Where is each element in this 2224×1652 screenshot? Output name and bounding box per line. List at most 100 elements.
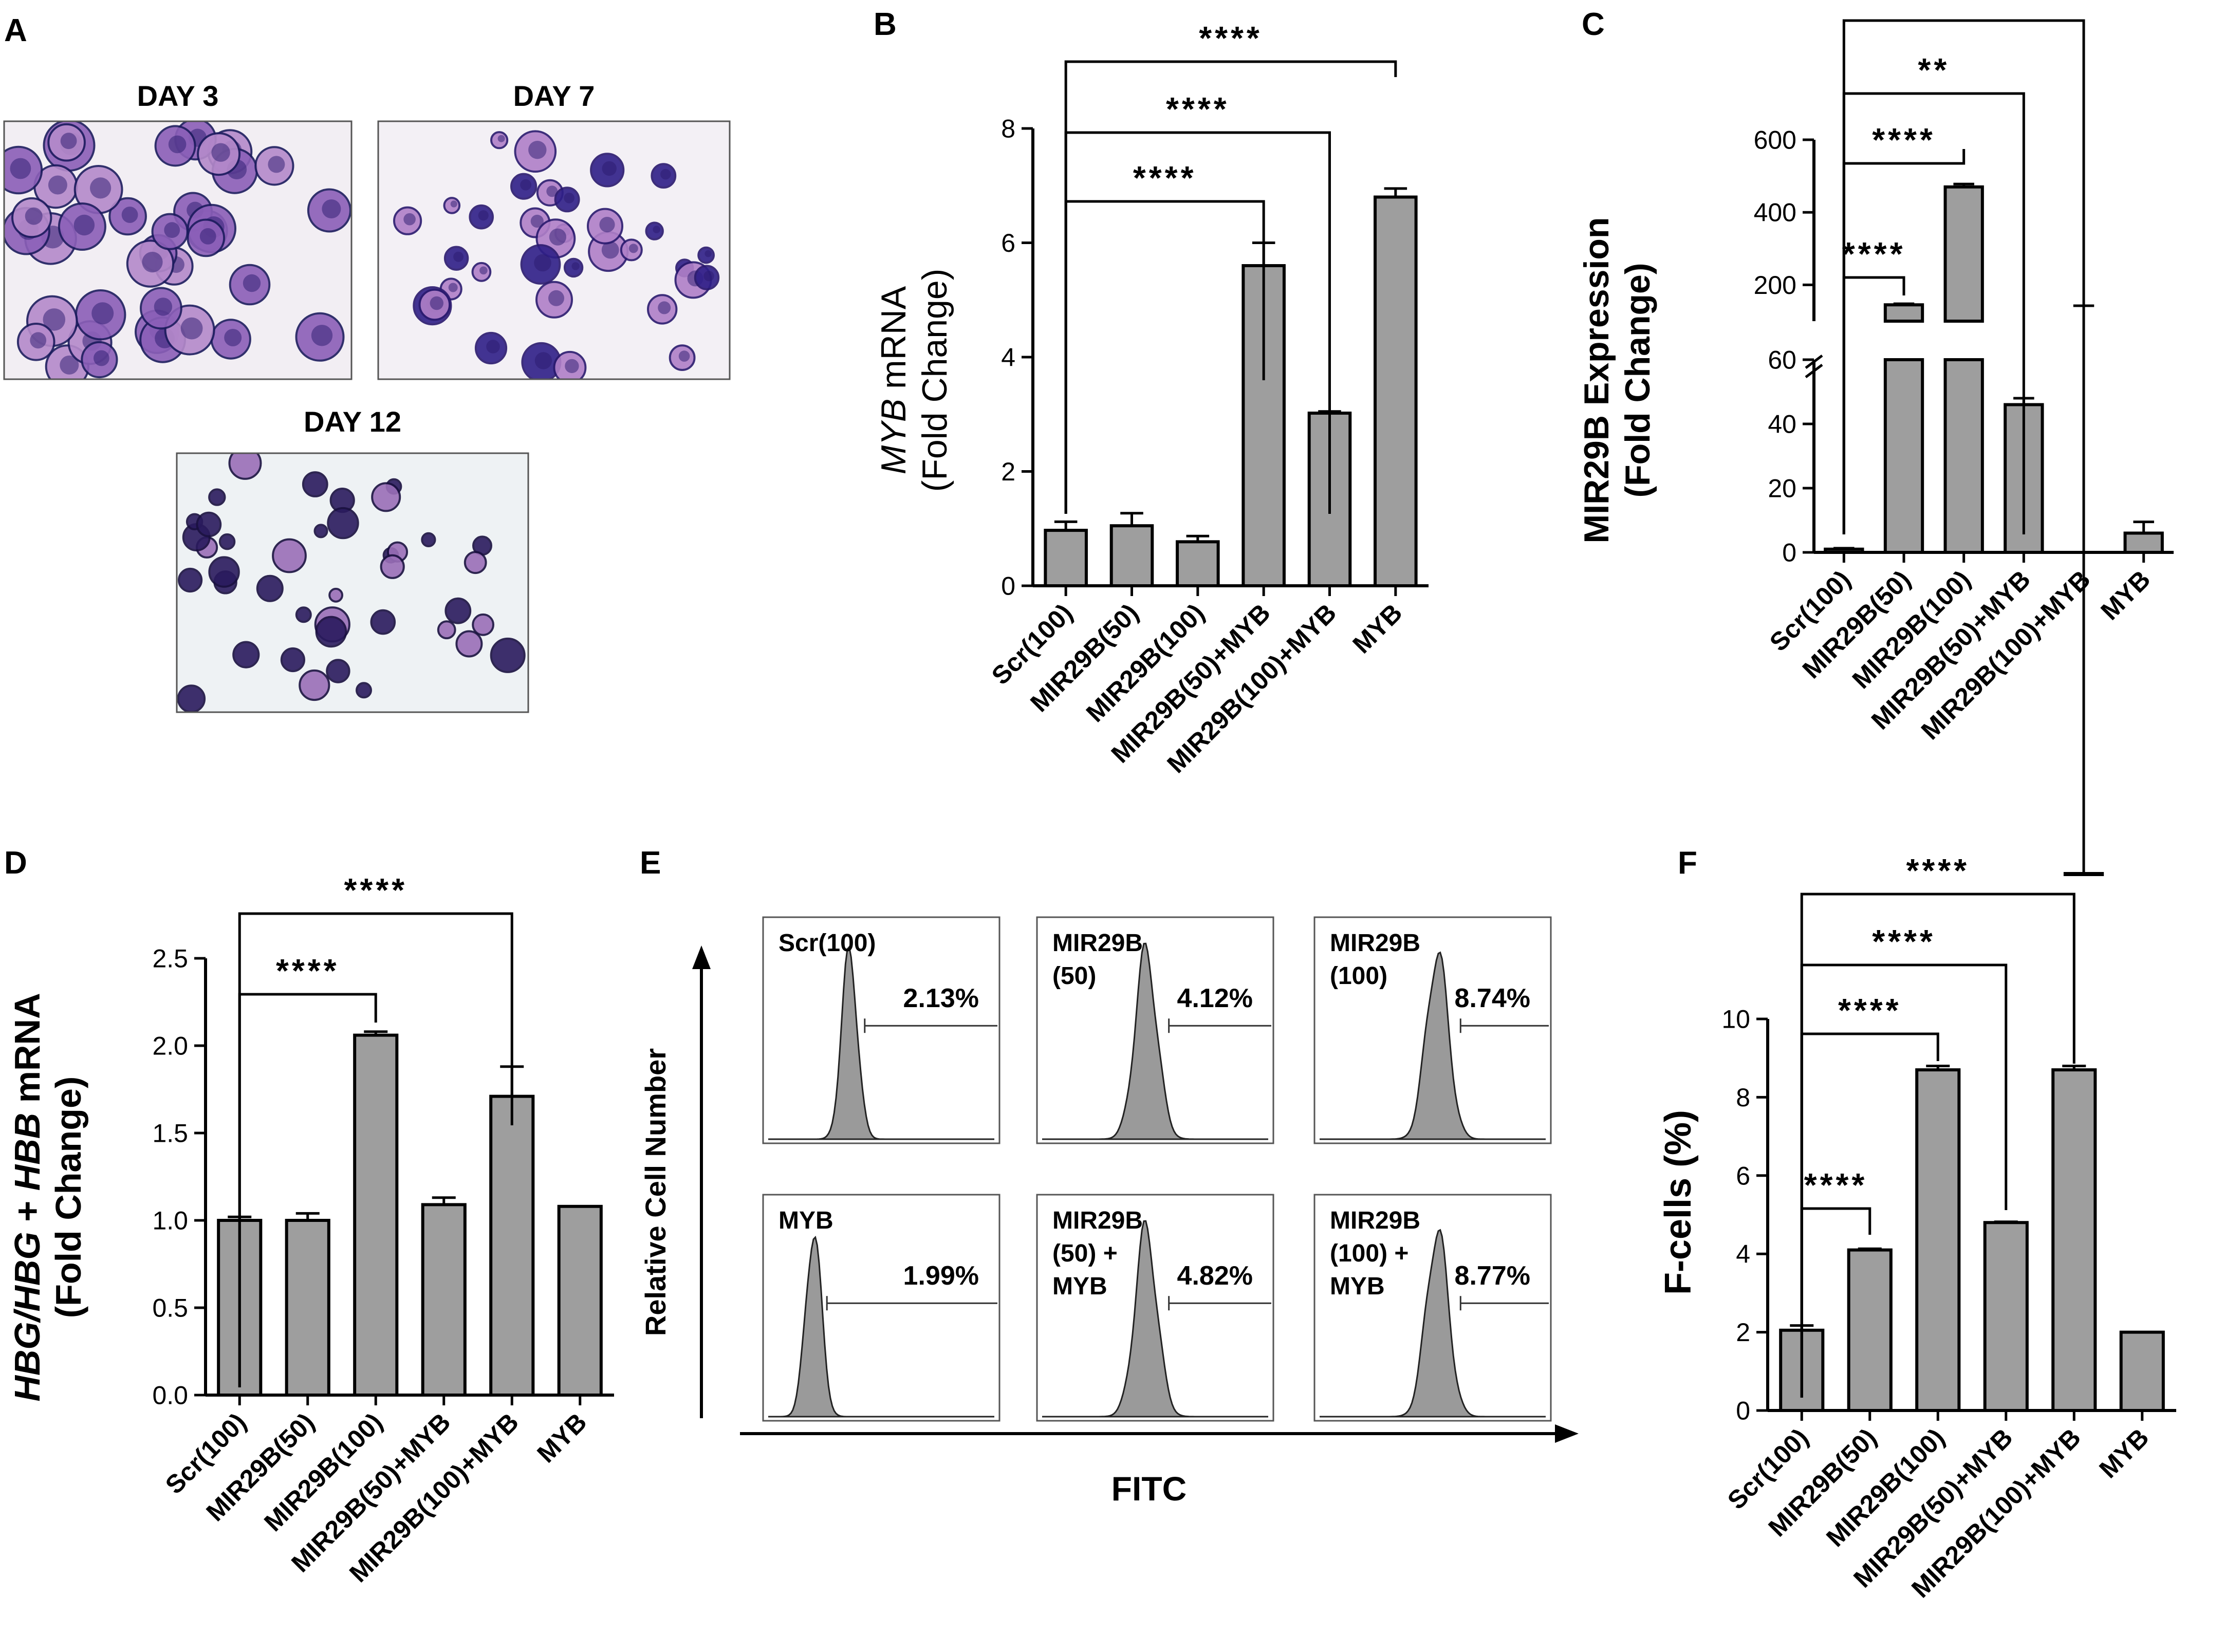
histogram-percent-0: 2.13% xyxy=(903,983,979,1013)
sig-bracket-1 xyxy=(1064,131,1331,514)
chart-d-ylabel-line2: (Fold Change) xyxy=(48,1076,88,1318)
nucleus-19 xyxy=(497,135,505,142)
cell-24 xyxy=(327,507,359,540)
histogram-curve-0 xyxy=(768,945,994,1140)
histogram-curve-2 xyxy=(1320,951,1546,1140)
y-tick-label: 8 xyxy=(1736,1083,1750,1112)
y-tick-label: 2 xyxy=(1001,457,1015,486)
y-tick-label: 0 xyxy=(1736,1397,1750,1425)
histogram-percent-5: 8.77% xyxy=(1455,1261,1530,1291)
histogram-curve-3 xyxy=(768,1235,994,1418)
nucleus-8 xyxy=(60,355,79,375)
histogram-4: MIR29B (50) + MYB 4.82% xyxy=(1036,1194,1274,1422)
sig-label-1: **** xyxy=(1872,121,1936,158)
panel-a: DAY 3 DAY 7 DAY 12 xyxy=(3,80,731,713)
panel-label-a: A xyxy=(4,13,27,48)
nucleus-15 xyxy=(322,199,341,218)
y-tick-label: 0 xyxy=(1001,572,1015,601)
histogram-label-1-1: MIR29B xyxy=(1052,930,1143,957)
nucleus-19 xyxy=(311,325,333,346)
bar-2-lower xyxy=(1943,358,1984,554)
cell-33 xyxy=(490,637,526,673)
sig-label-1: **** xyxy=(344,871,407,908)
histogram-3: MYB 1.99% xyxy=(762,1194,1000,1422)
bar-4 xyxy=(489,1094,535,1397)
cell-20 xyxy=(208,488,226,506)
nucleus-31 xyxy=(25,207,43,225)
axis-break-mark-0 xyxy=(1805,355,1823,369)
cell-38 xyxy=(302,471,328,497)
sig-bracket-1 xyxy=(238,912,513,1387)
nucleus-7 xyxy=(142,252,163,273)
cell-8 xyxy=(370,609,396,635)
micrograph-day12 xyxy=(176,452,529,713)
y-tick-label: 0 xyxy=(1782,539,1796,567)
bar-5 xyxy=(557,1204,603,1397)
nucleus-28 xyxy=(60,133,77,150)
cell-31 xyxy=(328,587,343,603)
chart-d-ylabel: HBG/HBG + HBB mRNA (Fold Change) xyxy=(7,993,88,1401)
bar-1-upper xyxy=(1883,303,1924,323)
nucleus-33 xyxy=(658,301,671,314)
histogram-label-3-4: MYB xyxy=(1052,1273,1107,1300)
svg-text:HBG/HBG + HBB mRNA: HBG/HBG + HBB mRNA xyxy=(7,993,47,1401)
cell-19 xyxy=(356,682,372,699)
nucleus-24 xyxy=(628,244,638,253)
nucleus-25 xyxy=(678,350,690,362)
cell-25 xyxy=(380,554,405,579)
sig-bracket-2 xyxy=(1842,92,2025,534)
cell-1 xyxy=(299,669,330,701)
nucleus-3 xyxy=(601,241,619,259)
y-tick-label: 6 xyxy=(1001,229,1015,257)
cell-21 xyxy=(218,533,236,550)
chart-e-ylabel: Relative Cell Number xyxy=(639,1048,672,1336)
histogram-label-1-0: Scr(100) xyxy=(779,930,876,957)
nucleus-30 xyxy=(168,135,187,154)
bar-0 xyxy=(1824,547,1864,554)
bar-3 xyxy=(1983,1221,2029,1412)
cell-29 xyxy=(313,524,328,539)
chart-d-ylabel-p1: HBG/HBG xyxy=(7,1232,47,1402)
day12-title: DAY 12 xyxy=(304,405,401,438)
chart-e-x-arrowhead xyxy=(1555,1424,1579,1443)
nucleus-23 xyxy=(199,228,216,245)
panel-b: MYB mRNA (Fold Change) 02468Scr(100)MIR2… xyxy=(874,20,1429,778)
chart-d-ylabel-p4: mRNA xyxy=(7,993,47,1112)
sig-label-0: **** xyxy=(1804,1166,1868,1203)
nucleus-21 xyxy=(73,214,95,236)
panel-e: Relative Cell Number FITC Scr(100) 2.13% M… xyxy=(639,916,1579,1508)
panel-label-d: D xyxy=(4,845,27,881)
nucleus-29 xyxy=(180,317,203,340)
y-tick-label: 20 xyxy=(1768,474,1796,503)
sig-label-2: **** xyxy=(1199,20,1263,57)
y-tick-label: 6 xyxy=(1736,1161,1750,1190)
svg-text:MYB mRNA: MYB mRNA xyxy=(874,286,913,474)
nucleus-27 xyxy=(224,329,242,346)
cell-36 xyxy=(232,641,260,669)
histogram-frame-0 xyxy=(762,916,1000,1144)
histogram-label-2-2: (100) xyxy=(1330,962,1387,990)
day3-title: DAY 3 xyxy=(137,80,219,112)
nucleus-27 xyxy=(430,296,443,310)
bar-3 xyxy=(421,1203,467,1397)
cell-28 xyxy=(208,556,240,588)
y-tick-label: 60 xyxy=(1768,346,1796,375)
nucleus-13 xyxy=(48,175,67,195)
bar-5 xyxy=(2123,531,2164,554)
bar-1-lower xyxy=(1883,358,1924,554)
chart-f-ylabel: F-cells (%) xyxy=(1658,1110,1699,1295)
nucleus-13 xyxy=(705,250,712,257)
nucleus-10 xyxy=(121,207,138,223)
cell-18 xyxy=(196,511,222,537)
y-tick-label: 4 xyxy=(1736,1240,1750,1269)
y-tick-label: 8 xyxy=(1001,115,1015,143)
histogram-percent-1: 4.12% xyxy=(1177,983,1253,1013)
nucleus-1 xyxy=(530,214,544,228)
y-tick-label: 4 xyxy=(1001,343,1015,372)
chart-c-ylabel-line2: (Fold Change) xyxy=(1618,263,1657,497)
chart-b-ylabel-line2: (Fold Change) xyxy=(915,269,954,492)
sig-label-0: **** xyxy=(1133,159,1197,196)
nucleus-26 xyxy=(653,226,660,233)
bar-2 xyxy=(353,1033,399,1397)
x-tick-label: MYB xyxy=(531,1407,592,1468)
